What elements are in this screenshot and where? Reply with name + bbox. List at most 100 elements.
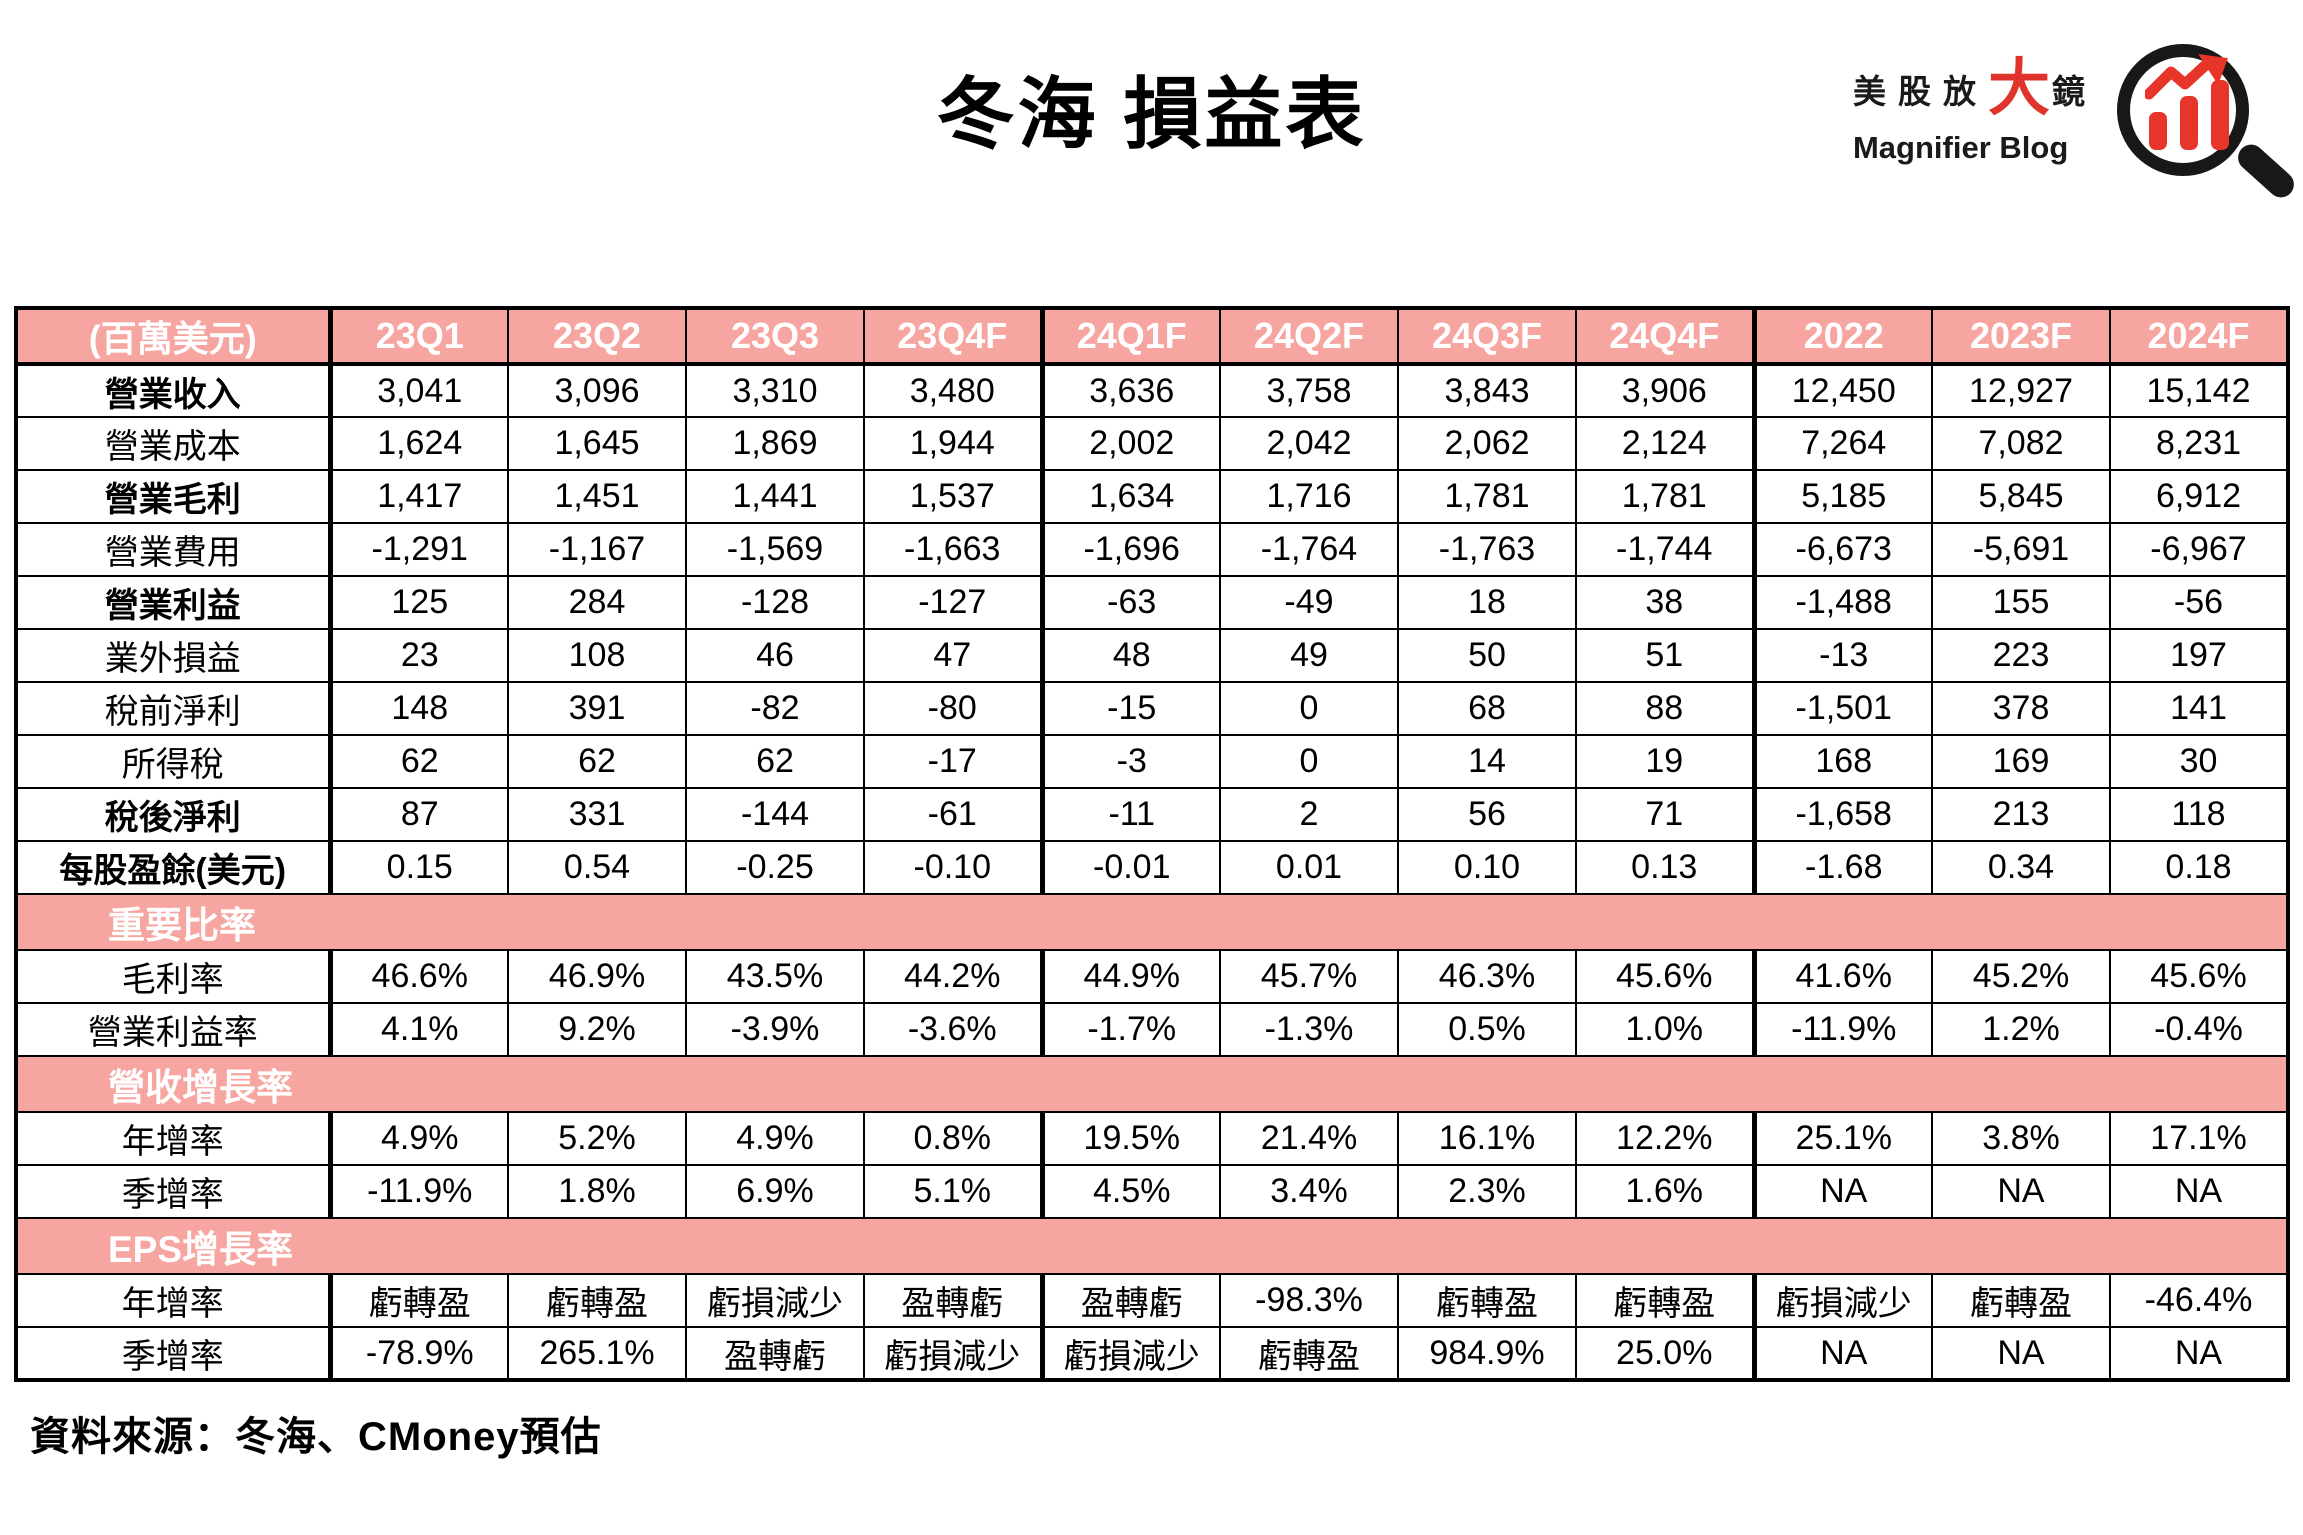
value-cell: 3,843 [1397,363,1577,418]
value-cell: -1,291 [329,522,509,577]
value-cell: 虧損減少 [863,1326,1043,1381]
value-cell: 155 [1931,575,2111,630]
value-cell: NA [1751,1326,1933,1381]
value-cell: 虧轉盈 [1575,1273,1755,1328]
value-cell: -78.9% [329,1326,509,1381]
value-cell: 2,124 [1575,416,1755,471]
value-cell: 0.01 [1219,840,1399,895]
page-title: 冬海 損益表 [936,70,1367,158]
column-header: 24Q1F [1039,307,1221,366]
value-cell: 盈轉虧 [863,1273,1043,1328]
value-cell: 62 [507,734,687,789]
value-cell: 148 [329,681,509,736]
table-header-row: (百萬美元) 23Q1 23Q2 23Q3 23Q4F 24Q1F 24Q2F 24Q3F 24… [15,307,2289,366]
value-cell: 虧轉盈 [1219,1326,1399,1381]
value-cell: 4.9% [329,1111,509,1166]
value-cell: 虧轉盈 [1397,1273,1577,1328]
row-label: 毛利率 [15,949,333,1004]
value-cell: 56 [1397,787,1577,842]
value-cell: -11 [1039,787,1221,842]
value-cell: 虧轉盈 [329,1273,509,1328]
value-cell: 1,634 [1039,469,1221,524]
row-label: 業外損益 [15,628,333,683]
value-cell: -6,673 [1751,522,1933,577]
value-cell: 141 [2109,681,2289,736]
value-cell: -1.3% [1219,1002,1399,1057]
value-cell: 3,480 [863,363,1043,418]
value-cell: -6,967 [2109,522,2289,577]
value-cell: 虧轉盈 [507,1273,687,1328]
row-label: 季增率 [15,1326,333,1381]
section-header-row: EPS增長率 [15,1217,2289,1275]
value-cell: -144 [685,787,865,842]
value-cell: -1,488 [1751,575,1933,630]
value-cell: 62 [685,734,865,789]
source-note: 資料來源：冬海、CMoney預估 [30,1415,602,1459]
table-row: 營業利益 125 284 -128 -127 -63 -49 18 38 -1,488 155 -56 [15,575,2289,630]
value-cell: -1.68 [1751,840,1933,895]
value-cell: 1,441 [685,469,865,524]
value-cell: 45.7% [1219,949,1399,1004]
value-cell: 0.10 [1397,840,1577,895]
value-cell: 391 [507,681,687,736]
value-cell: 1.8% [507,1164,687,1219]
value-cell: 48 [1039,628,1221,683]
value-cell: -0.4% [2109,1002,2289,1057]
value-cell: -1,658 [1751,787,1933,842]
brand-zh-prefix: 美股放 [1852,72,1988,110]
column-header: 23Q2 [507,307,687,366]
value-cell: -3 [1039,734,1221,789]
row-label: 稅前淨利 [15,681,333,736]
value-cell: 3,041 [329,363,509,418]
value-cell: 1,645 [507,416,687,471]
row-label: 營業利益 [15,575,333,630]
value-cell: 23 [329,628,509,683]
value-cell: 5,185 [1751,469,1933,524]
value-cell: NA [1751,1164,1933,1219]
table-row: 業外損益 23 108 46 47 48 49 50 51 -13 223 197 [15,628,2289,683]
value-cell: -82 [685,681,865,736]
value-cell: -1,764 [1219,522,1399,577]
value-cell: 46.3% [1397,949,1577,1004]
brand-logo-text: 美股放 大 鏡 Magnifier Blog [1852,58,2097,166]
value-cell: 5.2% [507,1111,687,1166]
value-cell: 12,927 [1931,363,2111,418]
value-cell: -80 [863,681,1043,736]
value-cell: 盈轉虧 [685,1326,865,1381]
value-cell: 18 [1397,575,1577,630]
value-cell: 0.34 [1931,840,2111,895]
value-cell: NA [1931,1164,2111,1219]
value-cell: 44.2% [863,949,1043,1004]
value-cell: 0.5% [1397,1002,1577,1057]
value-cell: 16.1% [1397,1111,1577,1166]
value-cell: 9.2% [507,1002,687,1057]
table-row: 所得稅 62 62 62 -17 -3 0 14 19 168 169 30 [15,734,2289,789]
column-header: 23Q1 [329,307,509,366]
value-cell: 21.4% [1219,1111,1399,1166]
value-cell: 2,042 [1219,416,1399,471]
value-cell: 6,912 [2109,469,2289,524]
value-cell: 8,231 [2109,416,2289,471]
table-row: 營業收入 3,041 3,096 3,310 3,480 3,636 3,758 3,843 3… [15,363,2289,418]
value-cell: 0.13 [1575,840,1755,895]
table-row: 年增率 虧轉盈 虧轉盈 虧損減少 盈轉虧 盈轉虧 -98.3% 虧轉盈 虧轉盈 虧損減少 虧轉盈 -4… [15,1273,2289,1328]
value-cell: -1,744 [1575,522,1755,577]
column-header: 2024F [2109,307,2289,366]
value-cell: -5,691 [1931,522,2111,577]
value-cell: -56 [2109,575,2289,630]
value-cell: 19.5% [1039,1111,1221,1166]
section-header-label: 營收增長率 [15,1055,2289,1113]
value-cell: 46 [685,628,865,683]
value-cell: 1,417 [329,469,509,524]
column-header: 23Q4F [863,307,1043,366]
value-cell: 50 [1397,628,1577,683]
value-cell: 51 [1575,628,1755,683]
magnifier-icon [2107,18,2300,208]
value-cell: 0.54 [507,840,687,895]
value-cell: 62 [329,734,509,789]
value-cell: 984.9% [1397,1326,1577,1381]
value-cell: 88 [1575,681,1755,736]
value-cell: -3.9% [685,1002,865,1057]
value-cell: 197 [2109,628,2289,683]
value-cell: 1,716 [1219,469,1399,524]
